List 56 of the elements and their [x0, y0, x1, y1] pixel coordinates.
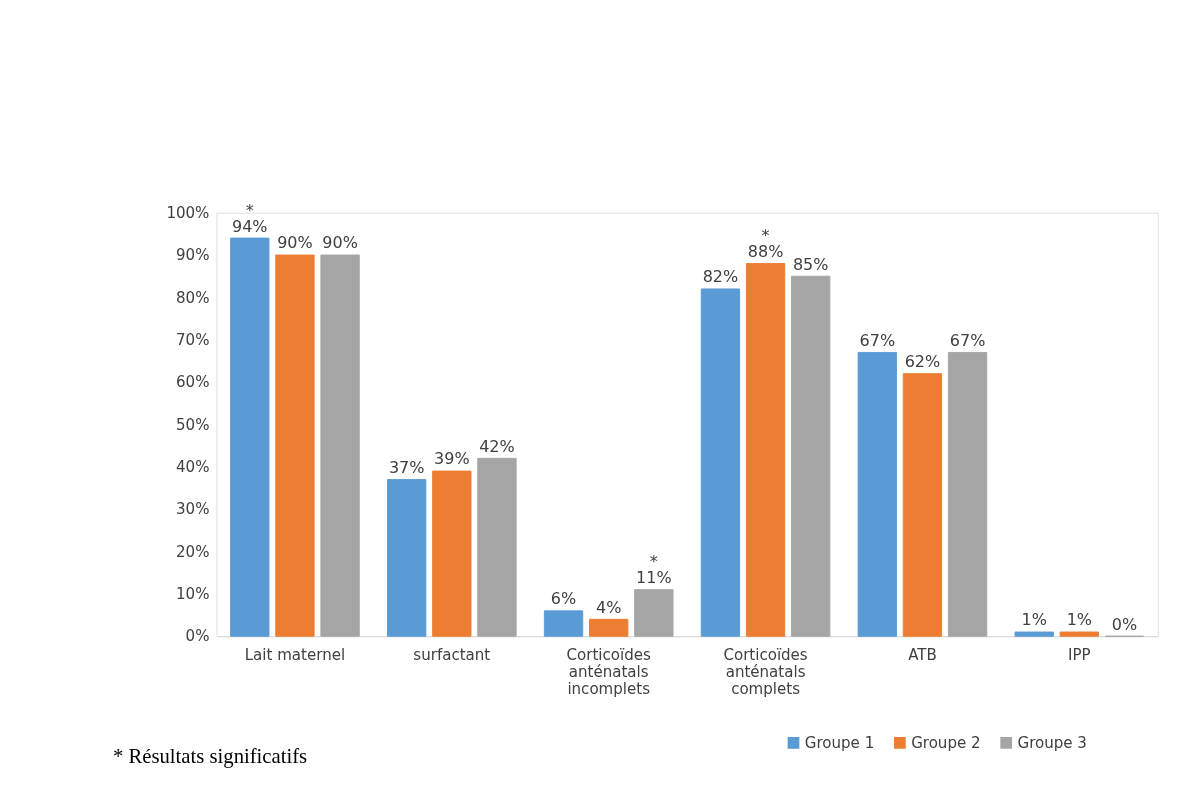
data-label: 90%: [322, 233, 358, 253]
data-label: 0%: [1111, 614, 1138, 634]
y-tick-label: 80%: [175, 288, 210, 307]
y-tick-label: 60%: [175, 373, 210, 392]
y-tick-label: 10%: [175, 585, 210, 604]
data-label: 62%: [904, 352, 941, 372]
data-label: 42%: [479, 436, 515, 456]
bar: [634, 589, 674, 637]
y-tick-label: 20%: [175, 542, 210, 561]
x-tick-label: IPP: [1068, 646, 1091, 665]
bar: [791, 275, 831, 637]
x-tick-label: ATB: [908, 646, 937, 665]
data-label: 85%: [792, 254, 829, 274]
x-tick-label: Corticoïdes anténatals incomplets: [566, 646, 651, 699]
data-label: 1%: [1066, 610, 1093, 630]
bar: [700, 288, 741, 637]
bar: [432, 470, 472, 637]
bar: [320, 254, 360, 637]
data-label: 1%: [1021, 610, 1047, 630]
bar: [745, 263, 786, 637]
data-label: * 11%: [636, 552, 672, 588]
bar: [477, 457, 517, 637]
x-tick-label: Corticoïdes anténatals complets: [723, 646, 808, 699]
bar: [857, 352, 897, 637]
bar: [1059, 631, 1099, 637]
data-label: 39%: [434, 449, 470, 469]
bar: [275, 254, 315, 637]
y-tick-label: 100%: [166, 203, 210, 222]
data-label: 82%: [702, 267, 739, 287]
bar: [1014, 631, 1054, 637]
legend-label: Groupe 2: [911, 733, 981, 752]
data-label: * 94%: [232, 200, 268, 236]
x-tick-label: Lait maternel: [244, 646, 346, 665]
data-label: 4%: [595, 597, 622, 617]
text: * Résultats significatifs: [112, 745, 308, 769]
legend-label: Groupe 1: [804, 733, 875, 752]
data-label: 67%: [949, 330, 986, 350]
y-tick-label: 40%: [175, 458, 210, 477]
x-tick-label: surfactant: [413, 646, 491, 665]
data-label: * 88%: [747, 225, 784, 261]
bar: [230, 237, 270, 637]
bar: [947, 352, 988, 637]
data-label: 90%: [277, 233, 313, 253]
bar: [589, 618, 629, 637]
data-label: 67%: [859, 330, 896, 350]
data-label: 6%: [550, 589, 577, 609]
data-label: 37%: [388, 457, 425, 477]
y-tick-label: 0%: [185, 627, 210, 646]
bar: [387, 479, 427, 637]
y-tick-label: 90%: [175, 246, 210, 265]
y-tick-label: 50%: [175, 415, 210, 434]
bar: [902, 373, 943, 637]
y-tick-label: 30%: [175, 500, 210, 519]
y-tick-label: 70%: [175, 330, 210, 349]
legend-label: Groupe 3: [1017, 733, 1087, 752]
bar: [543, 610, 584, 637]
